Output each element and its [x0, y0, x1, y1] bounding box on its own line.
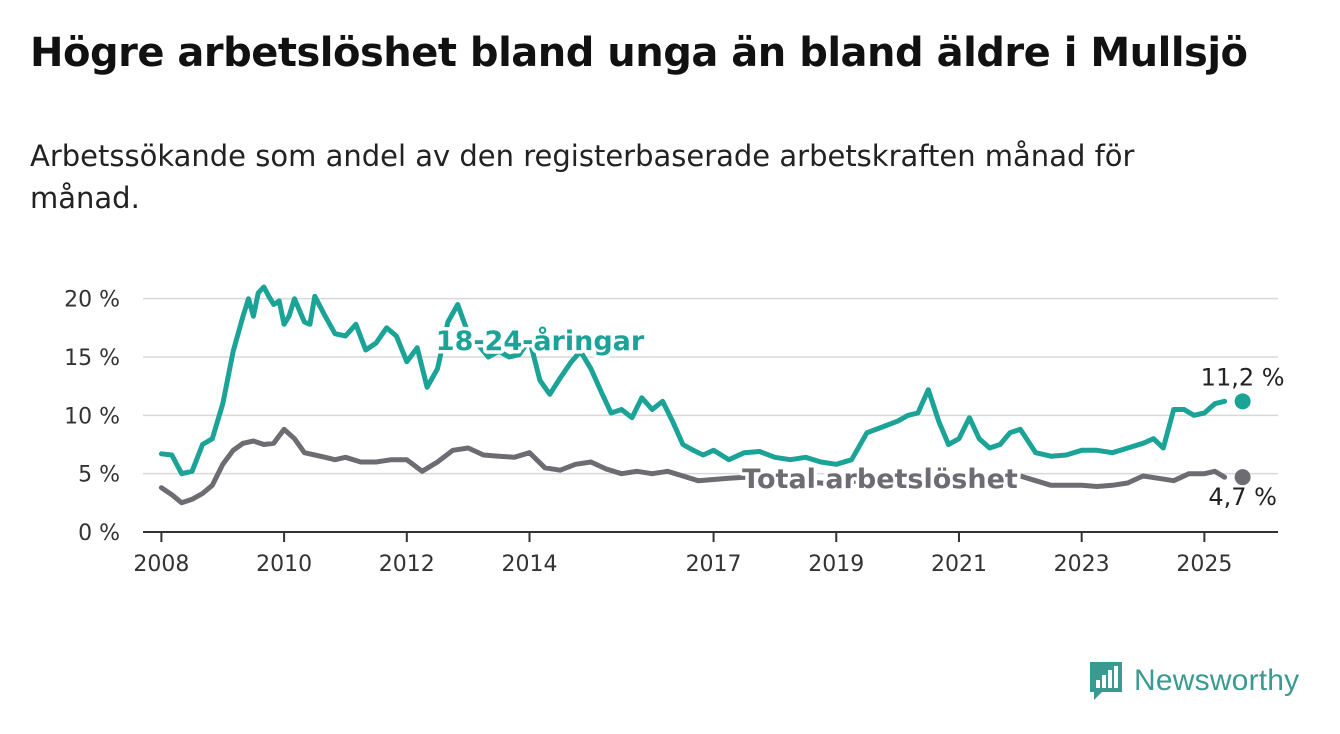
x-tick-label: 2008 — [133, 552, 189, 577]
y-axis-ticks: 0 % 5 % 10 % 15 % 20 % — [64, 288, 120, 546]
x-tick-label: 2021 — [931, 552, 987, 577]
series-end-value: 4,7 % — [1208, 483, 1277, 511]
y-tick-label: 15 % — [64, 346, 120, 371]
y-tick-label: 5 % — [78, 463, 120, 488]
x-tick-label: 2017 — [686, 552, 742, 577]
x-tick-label: 2014 — [502, 552, 558, 577]
grid-lines — [143, 297, 1278, 475]
y-tick-label: 0 % — [78, 521, 120, 546]
x-axis-ticks: 2008 2010 2012 2014 2017 2019 2021 2023 2025 — [133, 532, 1232, 577]
series-line-youth — [158, 284, 1228, 477]
series-end-value: 11,2 % — [1201, 363, 1285, 391]
series-lines — [158, 284, 1228, 506]
series-label: Total arbetslöshet — [742, 464, 1018, 495]
brand-logo: Newsworthy — [1088, 660, 1299, 702]
end-points: 11,2 % 4,7 % — [1201, 363, 1285, 511]
series-end-dot — [1234, 469, 1251, 486]
x-tick-label: 2012 — [379, 552, 435, 577]
series-line-total — [158, 426, 1228, 506]
x-tick-label: 2025 — [1176, 552, 1232, 577]
y-tick-label: 20 % — [64, 288, 120, 313]
series-labels: 18-24-åringar Total arbetslöshet — [432, 322, 1021, 499]
chart-subtitle: Arbetssökande som andel av den registerb… — [30, 139, 1135, 215]
series-label: 18-24-åringar — [436, 325, 645, 357]
newsworthy-logo-icon — [1090, 662, 1122, 700]
x-tick-label: 2023 — [1054, 552, 1110, 577]
series-end-dot — [1234, 393, 1251, 410]
x-tick-label: 2019 — [808, 552, 864, 577]
chart-title: Högre arbetslöshet bland unga än bland ä… — [30, 30, 1248, 76]
x-tick-label: 2010 — [256, 552, 312, 577]
brand-name: Newsworthy — [1134, 664, 1300, 697]
y-tick-label: 10 % — [64, 404, 120, 429]
line-chart: 0 %5 %10 %15 %20 % 2008 2010 2012 2014 2017 2… — [64, 284, 1285, 577]
